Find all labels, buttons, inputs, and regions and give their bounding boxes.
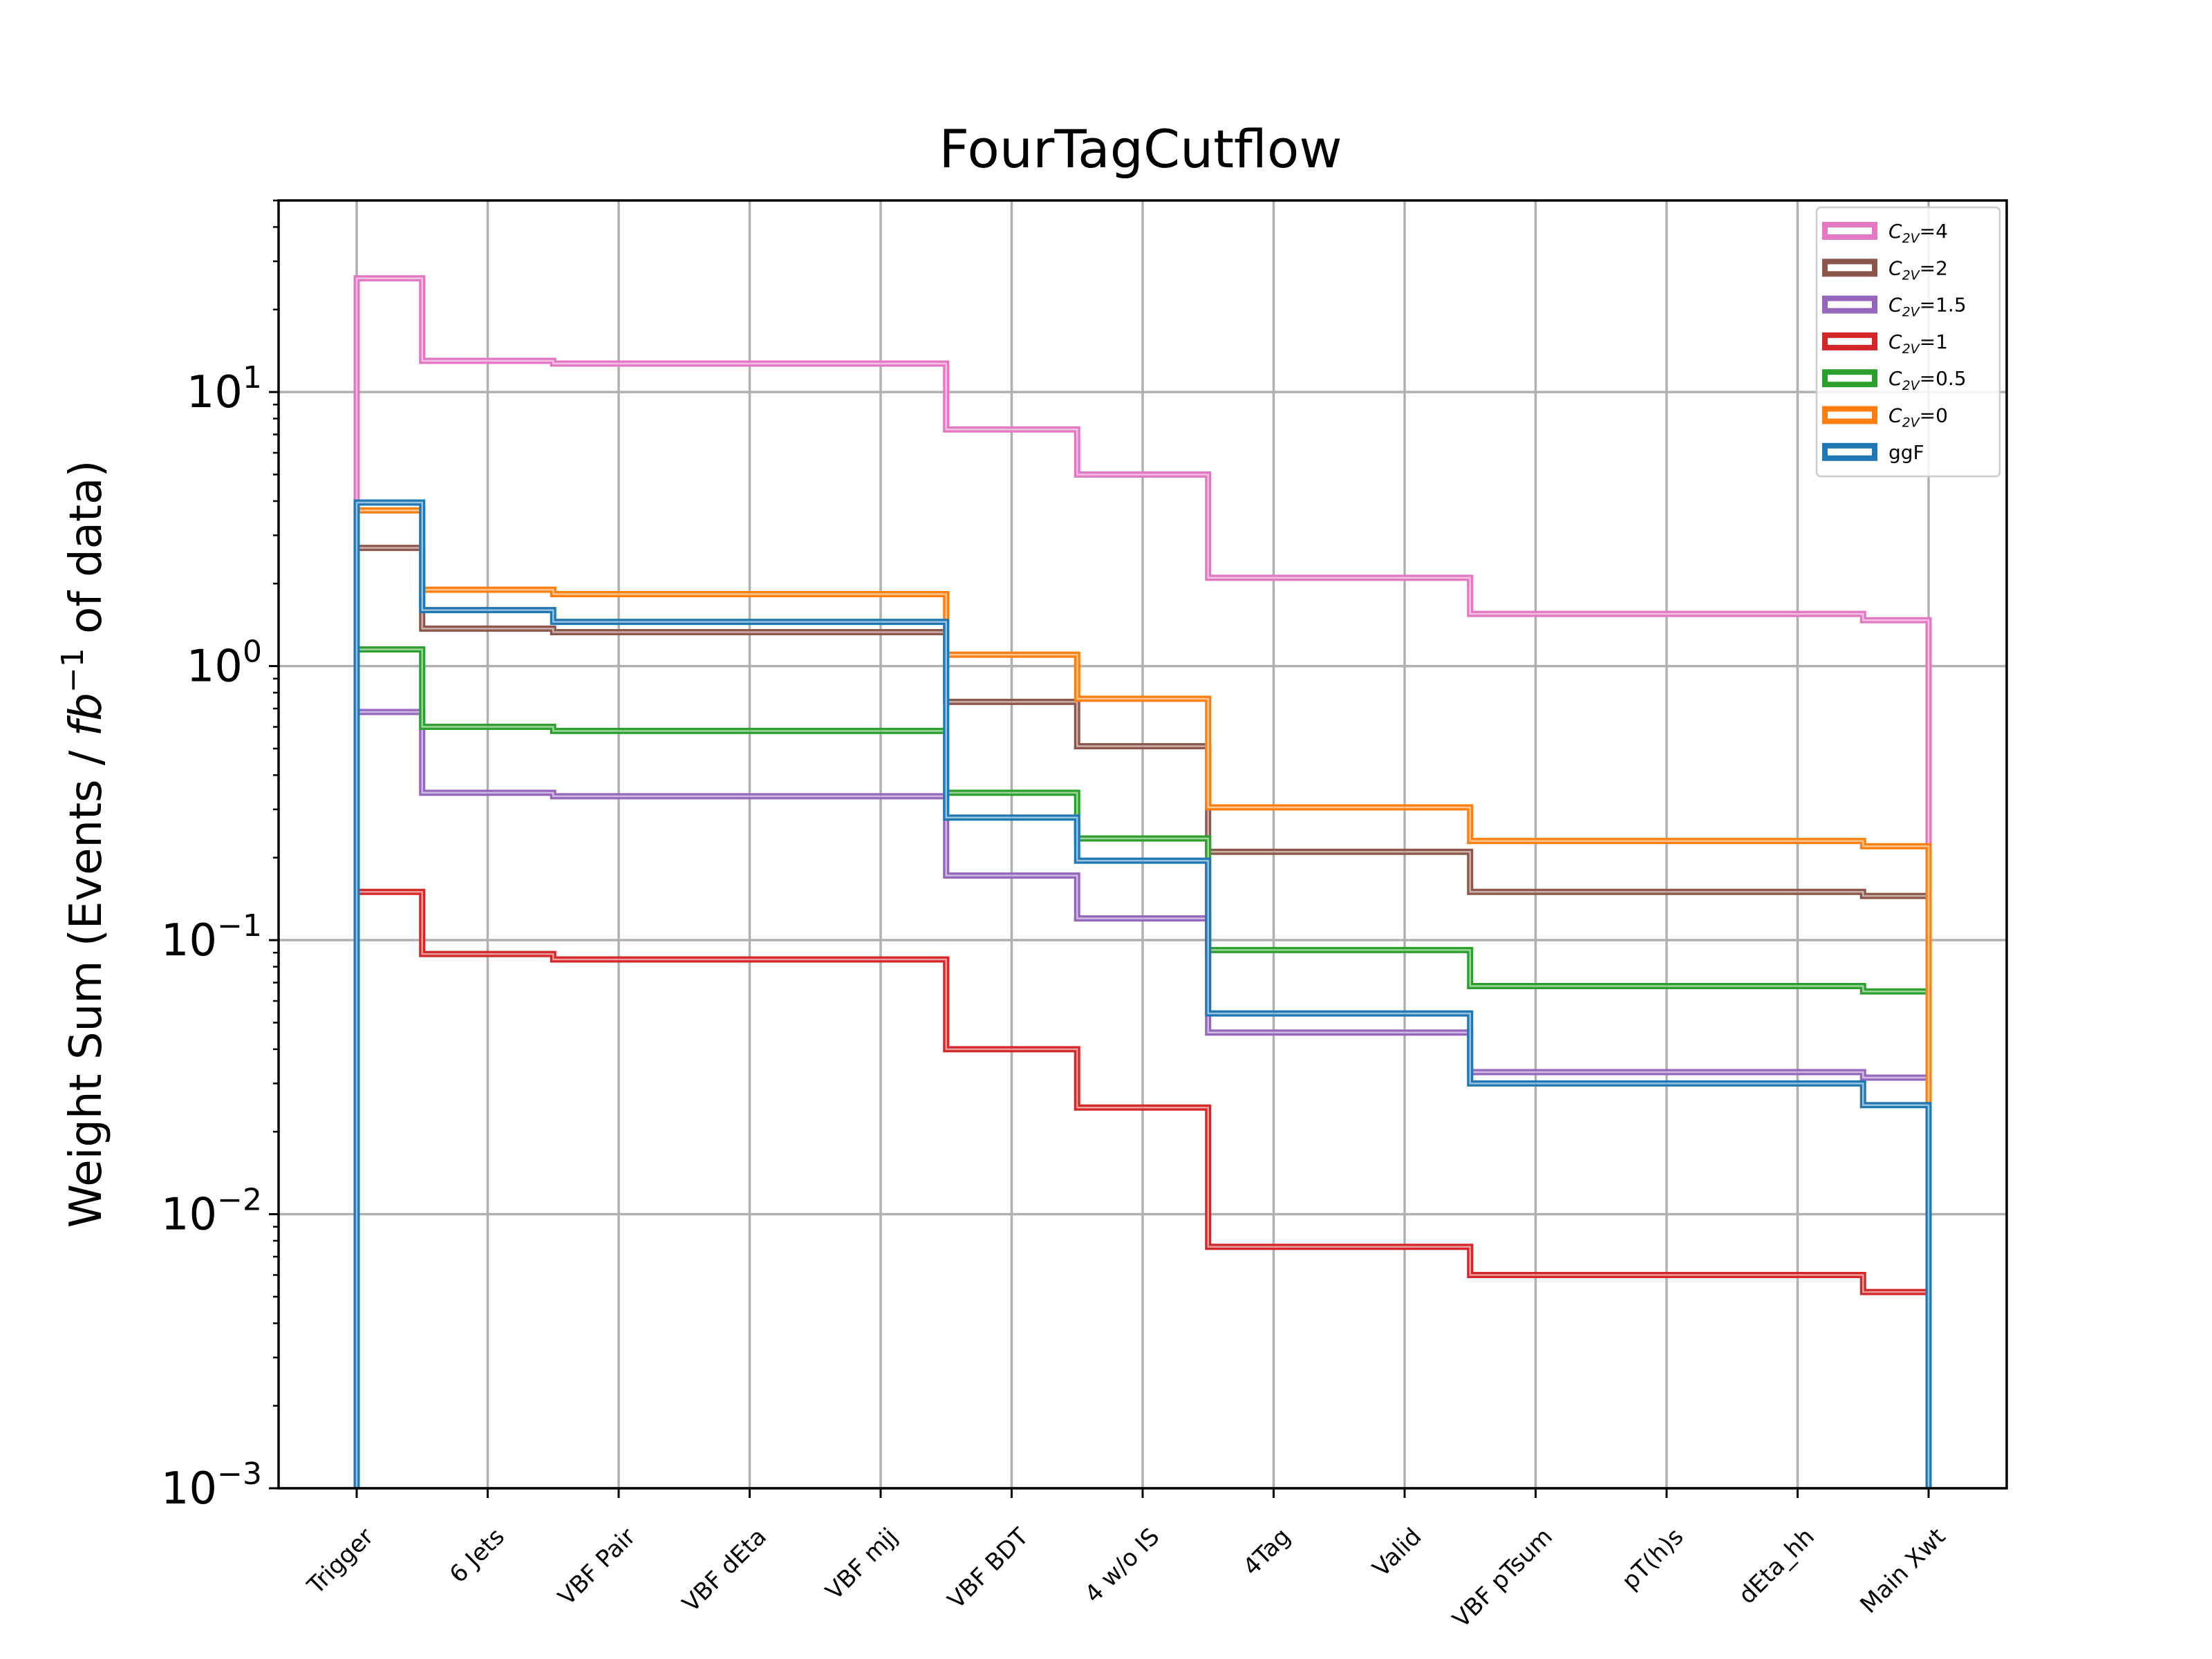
series-line-highlight	[355, 891, 1930, 1488]
legend-swatch	[1822, 259, 1877, 277]
legend-label: C2V=0.5	[1888, 367, 1967, 393]
series-point	[1797, 1082, 1798, 1084]
legend-label-value: =2	[1920, 256, 1948, 279]
legend-label-value: =0	[1920, 404, 1948, 427]
legend-label-subscript: 2V	[1902, 305, 1921, 320]
y-tick-label: 10−2	[161, 1183, 262, 1241]
series-point	[1273, 1013, 1274, 1014]
series-point	[1535, 1082, 1536, 1084]
legend-label-base: C	[1888, 367, 1902, 390]
y-axis-label-pre: Weight Sum (Events /	[61, 736, 112, 1228]
series-point	[1797, 1071, 1798, 1073]
series-line-highlight	[355, 501, 1930, 1488]
series-point	[487, 953, 488, 955]
series-point	[1011, 792, 1012, 794]
legend-swatch	[1822, 332, 1877, 350]
series-point	[1273, 1246, 1274, 1248]
chart-title: FourTagCutflow	[939, 118, 1342, 180]
legend-label: C2V=1	[1888, 330, 1948, 357]
y-axis-label-exponent: −1	[55, 648, 91, 693]
legend-label-subscript: 2V	[1902, 378, 1921, 393]
legend-label-base: C	[1888, 294, 1902, 317]
series-point	[1535, 613, 1536, 615]
legend-label-base: C	[1888, 404, 1902, 427]
legend-label: C2V=4	[1888, 220, 1948, 246]
legend-label-base: C	[1888, 330, 1902, 353]
series-point	[749, 363, 750, 364]
legend-swatch	[1822, 295, 1877, 314]
legend-label: C2V=0	[1888, 404, 1948, 431]
series-point	[1535, 1071, 1536, 1073]
legend-label: ggF	[1888, 441, 1924, 464]
legend-swatch	[1822, 369, 1877, 388]
series-point	[487, 360, 488, 362]
series-line-highlight	[355, 711, 1930, 1488]
series-point	[1273, 577, 1274, 579]
y-tick-label-base: 10	[161, 915, 217, 966]
legend-label-subscript: 2V	[1902, 231, 1921, 246]
series-point	[749, 959, 750, 960]
y-tick-label-base: 10	[187, 367, 243, 418]
legend-label-subscript: 2V	[1902, 268, 1921, 283]
y-tick-label-exponent: 0	[243, 635, 262, 670]
series-point	[1011, 875, 1012, 877]
series-point	[1797, 613, 1798, 615]
series-point	[749, 621, 750, 623]
series-lines	[353, 275, 1932, 1488]
legend-label: C2V=1.5	[1888, 294, 1967, 320]
legend-label-base: C	[1888, 220, 1902, 243]
y-axis-label: Weight Sum (Events / fb−1 of data)	[55, 460, 112, 1228]
y-tick-label-exponent: −2	[217, 1183, 262, 1218]
series-point	[1011, 429, 1012, 430]
y-tick-label: 10−3	[161, 1456, 262, 1515]
y-axis-label-post: of data)	[61, 460, 112, 648]
series-point	[487, 628, 488, 629]
legend-swatch	[1822, 222, 1877, 240]
y-tick-label-base: 10	[187, 641, 243, 693]
legend-label-value: =4	[1920, 220, 1948, 243]
legend-label-value: =0.5	[1920, 367, 1967, 390]
series-ggf	[353, 499, 1932, 1488]
y-tick-label: 101	[187, 360, 262, 418]
y-tick-label-base: 10	[161, 1190, 217, 1241]
y-tick-label-exponent: −1	[217, 908, 262, 944]
legend-label-subscript: 2V	[1902, 341, 1921, 357]
legend-label-base: C	[1888, 256, 1902, 279]
legend-label: C2V=2	[1888, 256, 1948, 283]
y-tick-label-exponent: 1	[243, 360, 262, 395]
series-c2v-1-5	[353, 709, 1932, 1488]
series-point	[1273, 1032, 1274, 1033]
series-line-highlight	[355, 277, 1930, 1488]
legend-label-subscript: 2V	[1902, 415, 1921, 431]
y-tick-label: 10−1	[161, 908, 262, 966]
legend-label-value: =1.5	[1920, 294, 1967, 317]
y-tick-label: 100	[187, 635, 262, 693]
y-tick-label-base: 10	[161, 1463, 217, 1515]
legend-swatch	[1822, 406, 1877, 424]
series-point	[1011, 817, 1012, 818]
series-c2v-4	[353, 275, 1932, 1488]
legend-label-value: =1	[1920, 330, 1948, 353]
y-tick-label-exponent: −3	[217, 1456, 262, 1492]
series-line-highlight	[355, 509, 1930, 1488]
legend-label-base: ggF	[1888, 441, 1924, 464]
legend-swatch	[1822, 442, 1877, 461]
series-point	[487, 792, 488, 794]
y-axis-label-unit: fb	[61, 693, 112, 736]
series-line-highlight	[355, 547, 1930, 1488]
series-point	[1273, 807, 1274, 808]
